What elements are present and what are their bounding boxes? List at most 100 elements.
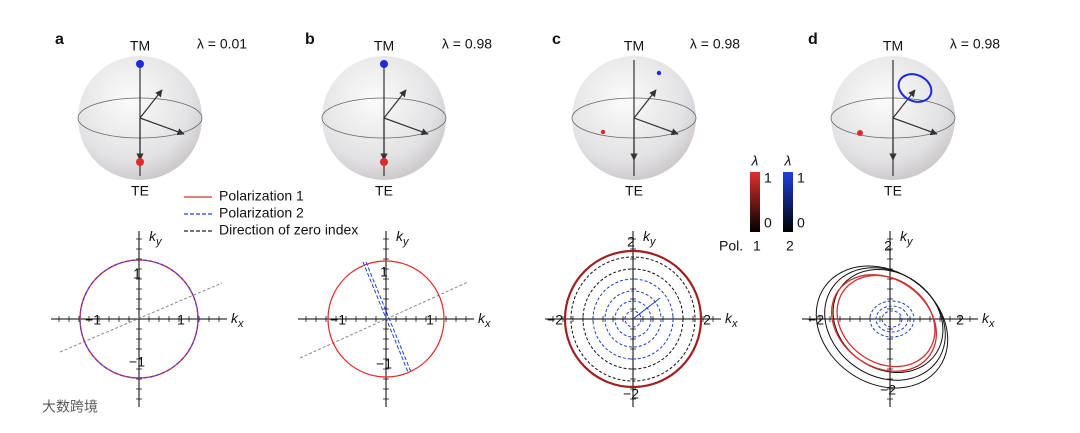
pol-2 — [881, 310, 903, 328]
panel-label: d — [808, 31, 818, 48]
panel-label: c — [552, 31, 561, 48]
pol-2 — [365, 261, 412, 373]
pol-2 — [79, 259, 199, 379]
panel-label: b — [305, 31, 315, 48]
axis-label: ky — [900, 228, 914, 248]
x-tick-label: −1 — [85, 312, 101, 328]
sphere-arrow — [892, 89, 916, 119]
pol-1 — [327, 260, 445, 378]
x-tick-label: −2 — [547, 312, 563, 328]
state-point — [380, 60, 388, 68]
x-tick-label: 1 — [177, 312, 185, 328]
x-tick-label: 1 — [426, 312, 434, 328]
pol-1-dashed — [582, 268, 684, 370]
state-point — [857, 130, 863, 136]
pol-1-dashed — [832, 268, 944, 374]
colorbar — [783, 172, 793, 232]
pole-bottom: TE — [625, 183, 643, 199]
y-tick-label: −2 — [623, 386, 639, 402]
pole-top: TM — [374, 38, 394, 54]
sphere-arrow — [892, 117, 938, 136]
axis-label-sub: x — [988, 318, 995, 330]
sphere-arrow — [139, 89, 163, 119]
y-tick-label: 2 — [884, 238, 892, 254]
axis-label-sub: x — [484, 318, 491, 330]
state-point — [136, 158, 144, 166]
pol-1 — [836, 274, 936, 368]
axis-label-sub: y — [402, 236, 410, 248]
sphere-arrow — [383, 117, 429, 136]
state-point — [136, 60, 144, 68]
axis-label-base: k — [725, 310, 733, 326]
axis-label-sub: y — [906, 236, 914, 248]
watermark: 大数跨境 — [42, 399, 98, 415]
sphere-arrow — [139, 117, 185, 136]
colorbar-pol: 1 — [753, 238, 761, 254]
pol-1 — [830, 274, 938, 372]
axis-label: ky — [149, 228, 163, 248]
state-loop — [897, 73, 933, 103]
lambda-value: λ = 0.98 — [442, 36, 492, 52]
pol-2 — [869, 300, 915, 338]
sphere-arrow — [633, 117, 679, 136]
colorbar-max: 1 — [797, 170, 805, 186]
axis-label: kx — [478, 310, 491, 330]
axis-label-sub: x — [237, 318, 244, 330]
pol-2 — [875, 305, 909, 333]
axis-label: kx — [725, 310, 738, 330]
x-tick-label: 2 — [703, 312, 711, 328]
y-tick-label: −1 — [129, 354, 145, 370]
pol-2 — [362, 261, 409, 373]
y-tick-label: 1 — [380, 264, 388, 280]
axis-label: kx — [982, 310, 995, 330]
sphere-arrow — [633, 89, 657, 119]
legend-label: Direction of zero index — [219, 222, 358, 238]
pole-bottom: TE — [884, 183, 902, 199]
pole-top: TM — [624, 38, 644, 54]
lambda-value: λ = 0.98 — [690, 36, 740, 52]
colorbar-min: 0 — [764, 215, 772, 231]
state-point — [600, 129, 606, 135]
y-tick-label: 2 — [627, 234, 635, 250]
y-tick-label: 1 — [133, 266, 141, 282]
state-point — [656, 70, 662, 76]
axis-label-base: k — [900, 228, 908, 244]
pole-bottom: TE — [375, 183, 393, 199]
pole-bottom: TE — [131, 183, 149, 199]
x-tick-label: −1 — [330, 312, 346, 328]
lambda-value: λ = 0.98 — [950, 36, 1000, 52]
colorbar — [750, 172, 760, 232]
pole-top: TM — [883, 38, 903, 54]
zero-index — [59, 282, 223, 353]
axis-label-base: k — [982, 310, 990, 326]
state-point — [380, 158, 388, 166]
panel-label: a — [55, 31, 64, 48]
pol-1-dashed — [570, 256, 696, 382]
pol-2 — [604, 290, 662, 348]
pol-2 — [624, 310, 642, 328]
y-tick-label: −2 — [880, 382, 896, 398]
axis-label-base: k — [149, 228, 157, 244]
legend-label: Polarization 2 — [219, 205, 304, 221]
pole-top: TM — [130, 38, 150, 54]
sphere-arrow — [383, 89, 407, 119]
axis-label-sub: x — [731, 318, 738, 330]
y-tick-label: −1 — [376, 356, 392, 372]
x-tick-label: 2 — [956, 312, 964, 328]
axis-label-sub: y — [155, 236, 163, 248]
axis-label: ky — [396, 228, 410, 248]
axis-label: ky — [643, 228, 657, 248]
colorbar-title: λ — [751, 153, 759, 169]
colorbar-label: Pol. — [719, 238, 743, 254]
axis-label-sub: y — [649, 236, 657, 248]
colorbar-max: 1 — [764, 170, 772, 186]
axis-label-base: k — [643, 228, 651, 244]
colorbar-pol: 2 — [786, 238, 794, 254]
axis-label-base: k — [478, 310, 486, 326]
legend-label: Polarization 1 — [219, 188, 304, 204]
pol-2 — [614, 300, 652, 338]
zero-index — [299, 281, 469, 359]
axis-label-base: k — [231, 310, 239, 326]
axis-label: kx — [231, 310, 244, 330]
